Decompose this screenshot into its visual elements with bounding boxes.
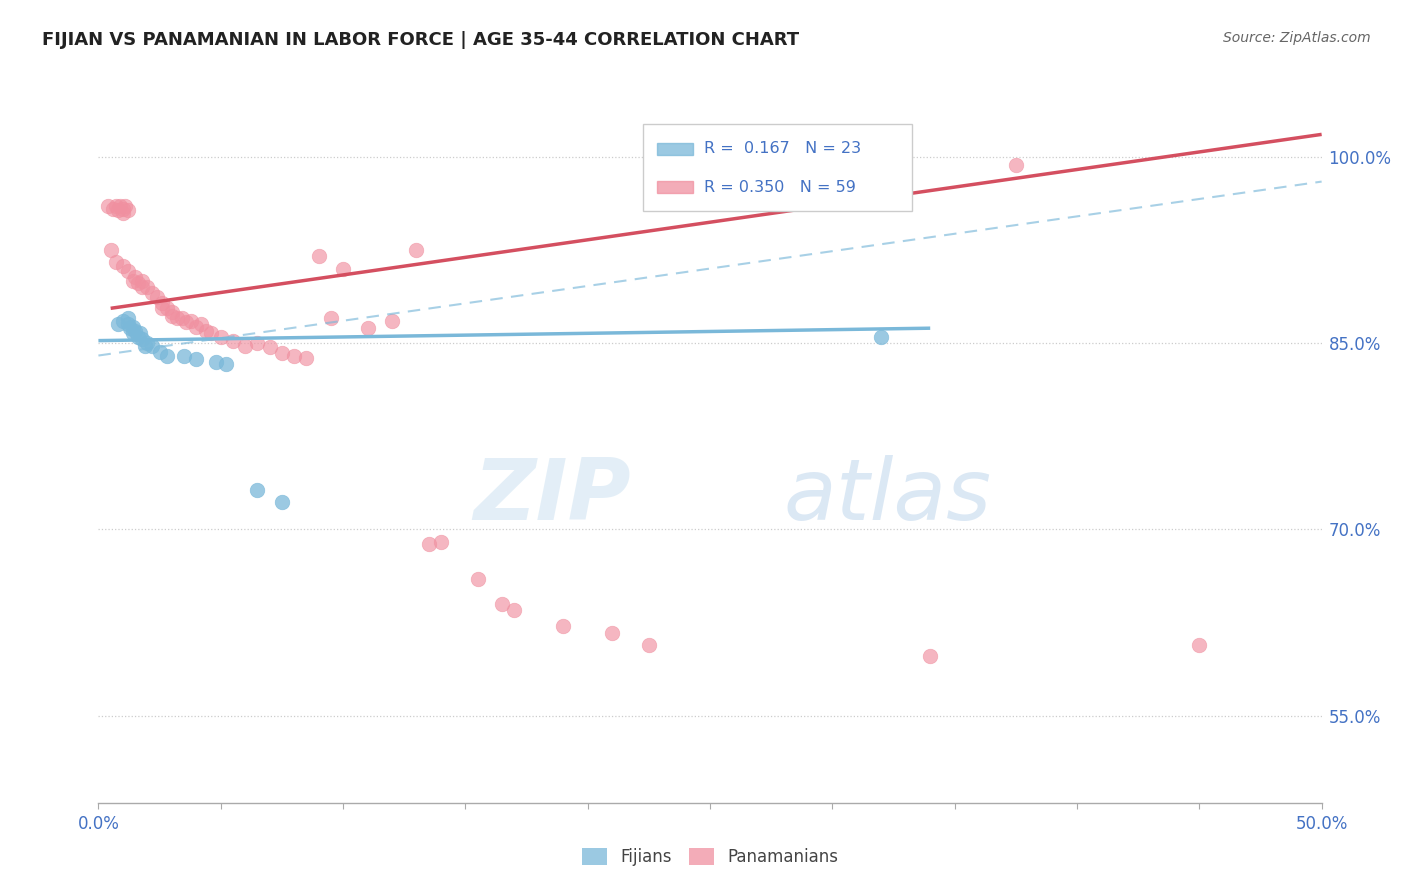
Bar xyxy=(658,143,693,155)
Point xyxy=(190,318,212,332)
Point xyxy=(111,205,134,219)
Point xyxy=(270,495,294,509)
Point xyxy=(156,349,179,363)
Text: ZIP: ZIP xyxy=(472,455,630,538)
Point xyxy=(295,351,318,365)
Point xyxy=(283,349,305,363)
Point xyxy=(319,311,342,326)
Point xyxy=(170,311,193,326)
Text: FIJIAN VS PANAMANIAN IN LABOR FORCE | AGE 35-44 CORRELATION CHART: FIJIAN VS PANAMANIAN IN LABOR FORCE | AG… xyxy=(42,31,799,49)
Point xyxy=(117,311,139,326)
Point xyxy=(111,314,134,328)
Point xyxy=(104,255,127,269)
Point xyxy=(160,305,183,319)
Point xyxy=(920,649,942,664)
Point xyxy=(141,338,163,352)
Point xyxy=(222,334,245,348)
Point xyxy=(136,280,159,294)
Point xyxy=(405,243,427,257)
Point xyxy=(270,346,294,360)
Point xyxy=(124,270,146,285)
Point xyxy=(233,338,256,352)
Text: Source: ZipAtlas.com: Source: ZipAtlas.com xyxy=(1223,31,1371,45)
Point xyxy=(430,535,453,549)
Point xyxy=(205,355,228,369)
Point xyxy=(124,324,146,338)
Point xyxy=(467,572,489,586)
Point xyxy=(195,324,218,338)
Point xyxy=(1188,638,1211,652)
Point xyxy=(141,286,163,301)
Point xyxy=(209,330,232,344)
Point xyxy=(356,321,378,335)
Point xyxy=(149,344,172,359)
Point xyxy=(107,318,129,332)
Point xyxy=(166,311,188,326)
Point xyxy=(101,202,124,216)
Point xyxy=(111,202,134,216)
Point xyxy=(503,603,526,617)
Point xyxy=(418,537,440,551)
Text: R =  0.167   N = 23: R = 0.167 N = 23 xyxy=(704,141,860,156)
Point xyxy=(127,330,149,344)
Point xyxy=(381,314,404,328)
Point xyxy=(180,314,202,328)
Point xyxy=(259,340,281,354)
Point xyxy=(870,330,893,344)
Point xyxy=(186,320,208,334)
Point xyxy=(200,326,222,341)
Point xyxy=(136,336,159,351)
Point xyxy=(146,290,169,304)
Point xyxy=(150,301,173,316)
Point xyxy=(308,249,330,263)
Point xyxy=(332,261,354,276)
Point xyxy=(117,318,139,332)
Bar xyxy=(658,181,693,194)
Point xyxy=(214,357,236,371)
Legend: Fijians, Panamanians: Fijians, Panamanians xyxy=(574,839,846,874)
Point xyxy=(114,199,136,213)
Point xyxy=(107,203,129,218)
Point xyxy=(553,619,575,633)
Point xyxy=(134,338,156,352)
Point xyxy=(129,326,152,341)
Point xyxy=(100,243,122,257)
Point xyxy=(131,280,153,294)
Bar xyxy=(643,124,912,211)
Point xyxy=(110,199,132,213)
Point xyxy=(117,264,139,278)
Point xyxy=(1004,158,1026,172)
Point xyxy=(160,309,183,323)
Text: R = 0.350   N = 59: R = 0.350 N = 59 xyxy=(704,179,856,194)
Point xyxy=(121,326,143,341)
Point xyxy=(127,277,149,291)
Text: atlas: atlas xyxy=(783,455,991,538)
Point xyxy=(600,625,623,640)
Point xyxy=(120,321,142,335)
Point xyxy=(173,349,195,363)
Point xyxy=(131,332,153,346)
Point xyxy=(246,336,269,351)
Point xyxy=(117,203,139,218)
Point xyxy=(97,199,120,213)
Point xyxy=(156,301,179,316)
Point xyxy=(491,597,513,611)
Point xyxy=(186,352,208,367)
Point xyxy=(121,274,143,288)
Point xyxy=(121,320,143,334)
Point xyxy=(131,274,153,288)
Point xyxy=(638,638,661,652)
Point xyxy=(176,315,198,329)
Point xyxy=(150,296,173,310)
Point xyxy=(111,259,134,273)
Point xyxy=(104,199,127,213)
Point xyxy=(246,483,269,497)
